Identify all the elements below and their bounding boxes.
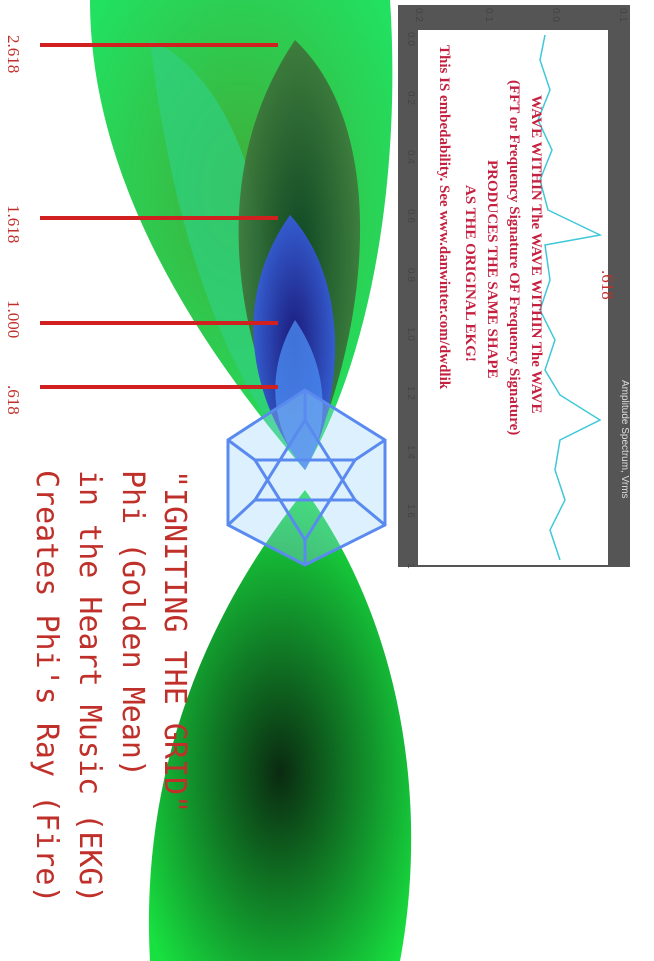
tick-label: 1.6 — [405, 504, 416, 518]
spectrum-line-text: PRODUCES THE SAME SHAPE — [484, 160, 500, 379]
ratio-label-2: 1.000 — [4, 300, 23, 338]
spectrum-title: Amplitude Spectrum, Vrms — [619, 380, 630, 499]
caption-line: Phi (Golden Mean) — [115, 470, 150, 777]
caption-2: in the Heart Music (EKG) — [72, 470, 107, 903]
ratio-label: .618 — [4, 385, 23, 415]
spectrum-line-text: This IS embedability. See www.danwinter.… — [436, 45, 452, 390]
tick-group: 1.4 — [405, 445, 416, 459]
tick-label: 1.0 — [405, 327, 416, 341]
tick-group: 1 — [405, 563, 416, 569]
tick-group: 0.1 — [617, 8, 628, 22]
caption-1: Phi (Golden Mean) — [115, 470, 150, 777]
caption-line: in the Heart Music (EKG) — [72, 470, 107, 903]
tick-group: 1.0 — [405, 327, 416, 341]
tick-label: 0.4 — [405, 150, 416, 164]
tick-label: 0.1 — [617, 8, 628, 22]
caption-line: "IGNITING THE GRID" — [157, 470, 192, 813]
tick-group: 0.0 — [405, 32, 416, 46]
tick-label: 1.2 — [405, 386, 416, 400]
tick-group: 0.1 — [483, 8, 494, 22]
caption-line: Creates Phi's Ray (Fire) — [29, 470, 64, 903]
tick-label: 0.2 — [405, 91, 416, 105]
tick-group: 1.6 — [405, 504, 416, 518]
tick-group: 0.0 — [550, 8, 561, 22]
tick-label: 0.0 — [405, 32, 416, 46]
ratio-label: 1.618 — [4, 205, 23, 243]
tick-label: 0.8 — [405, 268, 416, 282]
spectrum-line-text: WAVE WITHIN The WAVE WITHIN The WAVE — [528, 95, 544, 413]
tick-label: 0.0 — [550, 8, 561, 22]
tick-group: 0.8 — [405, 268, 416, 282]
ratio-label: 2.618 — [4, 35, 23, 73]
tick-group: 0.4 — [405, 150, 416, 164]
tick-label: 1 — [405, 563, 416, 569]
plot-area — [418, 30, 608, 565]
tick-label: 0.6 — [405, 209, 416, 223]
ratio-label: 1.000 — [4, 300, 23, 338]
caption-3: Creates Phi's Ray (Fire) — [29, 470, 64, 903]
tick-group: 0.2 — [405, 91, 416, 105]
spectrum-panel: Amplitude Spectrum, Vrms 0.0 0.2 0.4 0.6 0.8… — [398, 5, 630, 569]
bottom-lobe — [148, 490, 412, 961]
tick-label: 0.2 — [413, 8, 424, 22]
spectrum-line-text: AS THE ORIGINAL EKG! — [462, 185, 478, 362]
ratio-lines — [40, 43, 278, 389]
tick-label: 0.1 — [483, 8, 494, 22]
tick-label: 1.4 — [405, 445, 416, 459]
spectrum-line-text: (FFT or Frequency Signature OF Frequency… — [506, 80, 522, 435]
ratio-label-1: 1.618 — [4, 205, 23, 243]
caption-0: "IGNITING THE GRID" — [157, 470, 192, 813]
icosahedron — [226, 388, 387, 567]
peak-label: .618 — [598, 270, 617, 300]
artwork — [40, 0, 412, 961]
tick-group: 0.6 — [405, 209, 416, 223]
ratio-label-3: .618 — [4, 385, 23, 415]
tick-group: 0.2 — [413, 8, 424, 22]
tick-group: 1.2 — [405, 386, 416, 400]
spectrum-line — [537, 34, 603, 561]
ratio-label-0: 2.618 — [4, 35, 23, 73]
